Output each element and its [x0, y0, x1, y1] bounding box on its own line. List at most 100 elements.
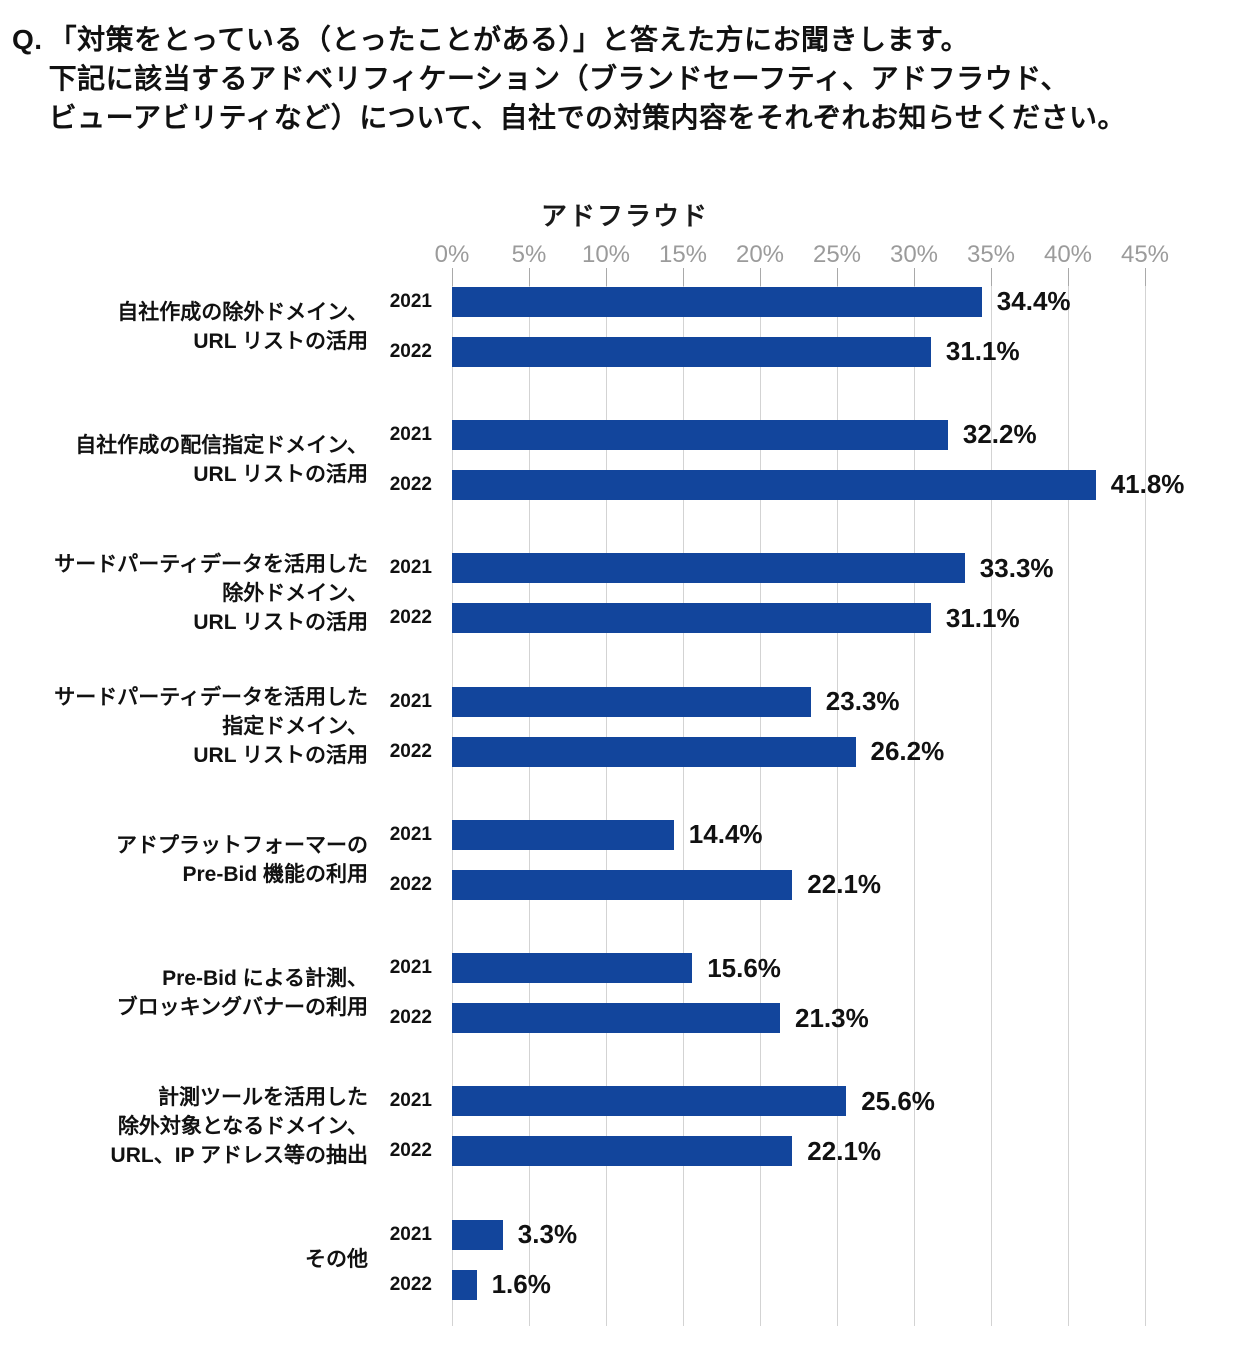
x-axis-tick-label: 45%: [1120, 241, 1170, 268]
bar-line-2022: 2022 31.1%: [368, 336, 1246, 367]
bar-line-2022: 2022 41.8%: [368, 469, 1246, 500]
value-label: 22.1%: [807, 869, 882, 900]
x-axis-tick-label: 15%: [658, 241, 708, 268]
chart-row-group: 計測ツールを活用した 除外対象となるドメイン、 URL、IP アドレス等の抽出 202…: [0, 1060, 1246, 1193]
chart-row-group: Pre-Bid による計測、 ブロッキングバナーの利用 2021 15.6% 2022 2…: [0, 926, 1246, 1059]
axis-tick-mark: [760, 268, 761, 286]
vertical-gridline: [606, 272, 607, 1326]
bar-line-2022: 2022 26.2%: [368, 736, 1246, 767]
category-label-line: 除外対象となるドメイン、: [117, 1114, 368, 1138]
category-label: 自社作成の除外ドメイン、 URL リストの活用: [0, 298, 368, 356]
year-label: 2022: [389, 1140, 432, 1162]
category-label-line: その他: [305, 1248, 368, 1272]
bar-line-2021: 2021 32.2%: [368, 419, 1246, 450]
vertical-gridline: [914, 272, 915, 1326]
bar-line-2021: 2021 25.6%: [368, 1085, 1246, 1117]
data-bar: [452, 953, 693, 984]
year-label: 2021: [389, 1223, 432, 1245]
x-axis-tick-label: 40%: [1043, 241, 1093, 268]
value-label: 26.2%: [870, 736, 945, 767]
x-axis-tick-label: 20%: [735, 241, 785, 268]
category-label: サードパーティデータを活用した指定ドメイン、 URL リストの活用: [0, 683, 368, 770]
bar-line-2021: 2021 15.6%: [368, 952, 1246, 984]
category-bars: 2021 23.3% 2022 26.2%: [368, 686, 1246, 767]
question-line-1: 「対策をとっている（とったことがある）」と答えた方にお聞きします。: [48, 24, 970, 55]
category-label-line: 指定ドメイン、: [222, 715, 368, 739]
category-bars: 2021 14.4% 2022 22.1%: [368, 819, 1246, 900]
vertical-gridline: [837, 272, 838, 1326]
bar-line-2022: 2022 1.6%: [368, 1269, 1246, 1300]
category-label-line: 自社作成の配信指定ドメイン、: [75, 433, 368, 457]
data-bar: [452, 1269, 477, 1300]
bar-line-2021: 2021 34.4%: [368, 286, 1246, 317]
category-label: アドプラットフォーマーの Pre-Bid 機能の利用: [0, 831, 368, 889]
axis-tick-mark: [837, 268, 838, 286]
value-label: 41.8%: [1110, 469, 1185, 500]
axis-tick-mark: [1145, 268, 1146, 286]
chart-row-group: 自社作成の配信指定ドメイン、 URL リストの活用 2021 32.2% 2022 41.…: [0, 393, 1246, 526]
bar-line-2021: 2021 23.3%: [368, 686, 1246, 717]
value-label: 32.2%: [962, 419, 1037, 450]
question-line-3: ビューアビリティなど）について、自社での対策内容をそれぞれお知らせください。: [48, 102, 1126, 133]
x-axis-tick-label: 10%: [581, 241, 631, 268]
value-label: 25.6%: [861, 1085, 935, 1116]
chart-row-group: アドプラットフォーマーの Pre-Bid 機能の利用 2021 14.4% 2022 22…: [0, 793, 1246, 926]
chart-row-group: サードパーティデータを活用した 指定ドメイン、 URL リストの活用 2021 23.3…: [0, 660, 1246, 793]
data-bar: [452, 819, 674, 850]
bar-line-2022: 2022 31.1%: [368, 602, 1246, 634]
category-label-line: URL リストの活用: [193, 744, 368, 768]
value-label: 23.3%: [825, 686, 900, 717]
category-label-line: URL リストの活用: [193, 329, 368, 353]
category-label-line: アドプラットフォーマーの: [116, 833, 368, 857]
question-prefix: Q.: [12, 24, 43, 55]
vertical-gridline: [529, 272, 530, 1326]
question-header: Q. 「対策をとっている（とったことがある）」と答えた方にお聞きします。 下記に…: [12, 20, 1236, 137]
category-label-line: サードパーティデータを活用した: [54, 686, 368, 710]
axis-tick-mark: [1068, 268, 1069, 286]
year-label: 2021: [389, 823, 432, 845]
category-bars: 2021 25.6% 2022 22.1%: [368, 1085, 1246, 1167]
year-label: 2021: [389, 290, 432, 312]
axis-tick-mark: [914, 268, 915, 286]
category-label-line: URL リストの活用: [193, 610, 368, 634]
year-label: 2021: [389, 557, 432, 579]
bar-line-2022: 2022 22.1%: [368, 1135, 1246, 1167]
bar-line-2022: 2022 21.3%: [368, 1002, 1246, 1034]
vertical-gridline: [683, 272, 684, 1326]
data-bar: [452, 469, 1096, 500]
value-label: 22.1%: [807, 1135, 882, 1166]
value-label: 15.6%: [707, 952, 781, 983]
year-label: 2021: [389, 423, 432, 445]
axis-tick-mark: [606, 268, 607, 286]
data-bar: [452, 736, 856, 767]
category-label-line: URL リストの活用: [193, 462, 368, 486]
chart-row-group: サードパーティデータを活用した 除外ドメイン、 URL リストの活用 2021 33.3…: [0, 527, 1246, 660]
value-label: 21.3%: [795, 1002, 869, 1033]
category-bars: 2021 34.4% 2022 31.1%: [368, 286, 1246, 367]
vertical-gridline: [991, 272, 992, 1326]
data-bar: [452, 603, 931, 634]
question-text: 「対策をとっている（とったことがある）」と答えた方にお聞きします。 下記に該当す…: [49, 20, 1236, 137]
value-label: 3.3%: [517, 1219, 578, 1250]
vertical-gridline: [760, 272, 761, 1326]
x-axis-tick-label: 30%: [889, 241, 939, 268]
data-bar: [452, 1086, 847, 1117]
value-label: 14.4%: [688, 819, 763, 850]
data-bar: [452, 419, 948, 450]
category-label-line: URL、IP アドレス等の抽出: [110, 1143, 368, 1167]
bar-line-2021: 2021 3.3%: [368, 1219, 1246, 1250]
category-label: 自社作成の配信指定ドメイン、 URL リストの活用: [0, 431, 368, 489]
axis-tick-mark: [991, 268, 992, 286]
category-label: Pre-Bid による計測、 ブロッキングバナーの利用: [0, 964, 368, 1022]
category-bars: 2021 33.3% 2022 31.1%: [368, 553, 1246, 634]
data-bar: [452, 1219, 503, 1250]
chart-row-group: 自社作成の除外ドメイン、 URL リストの活用 2021 34.4% 2022 31.1%: [0, 260, 1246, 393]
year-label: 2022: [389, 473, 432, 495]
x-axis-tick-label: 25%: [812, 241, 862, 268]
category-label-line: サードパーティデータを活用した: [54, 552, 368, 576]
category-bars: 2021 32.2% 2022 41.8%: [368, 419, 1246, 500]
x-axis-tick-label: 5%: [511, 241, 547, 268]
data-bar: [452, 553, 965, 584]
value-label: 31.1%: [945, 602, 1020, 633]
